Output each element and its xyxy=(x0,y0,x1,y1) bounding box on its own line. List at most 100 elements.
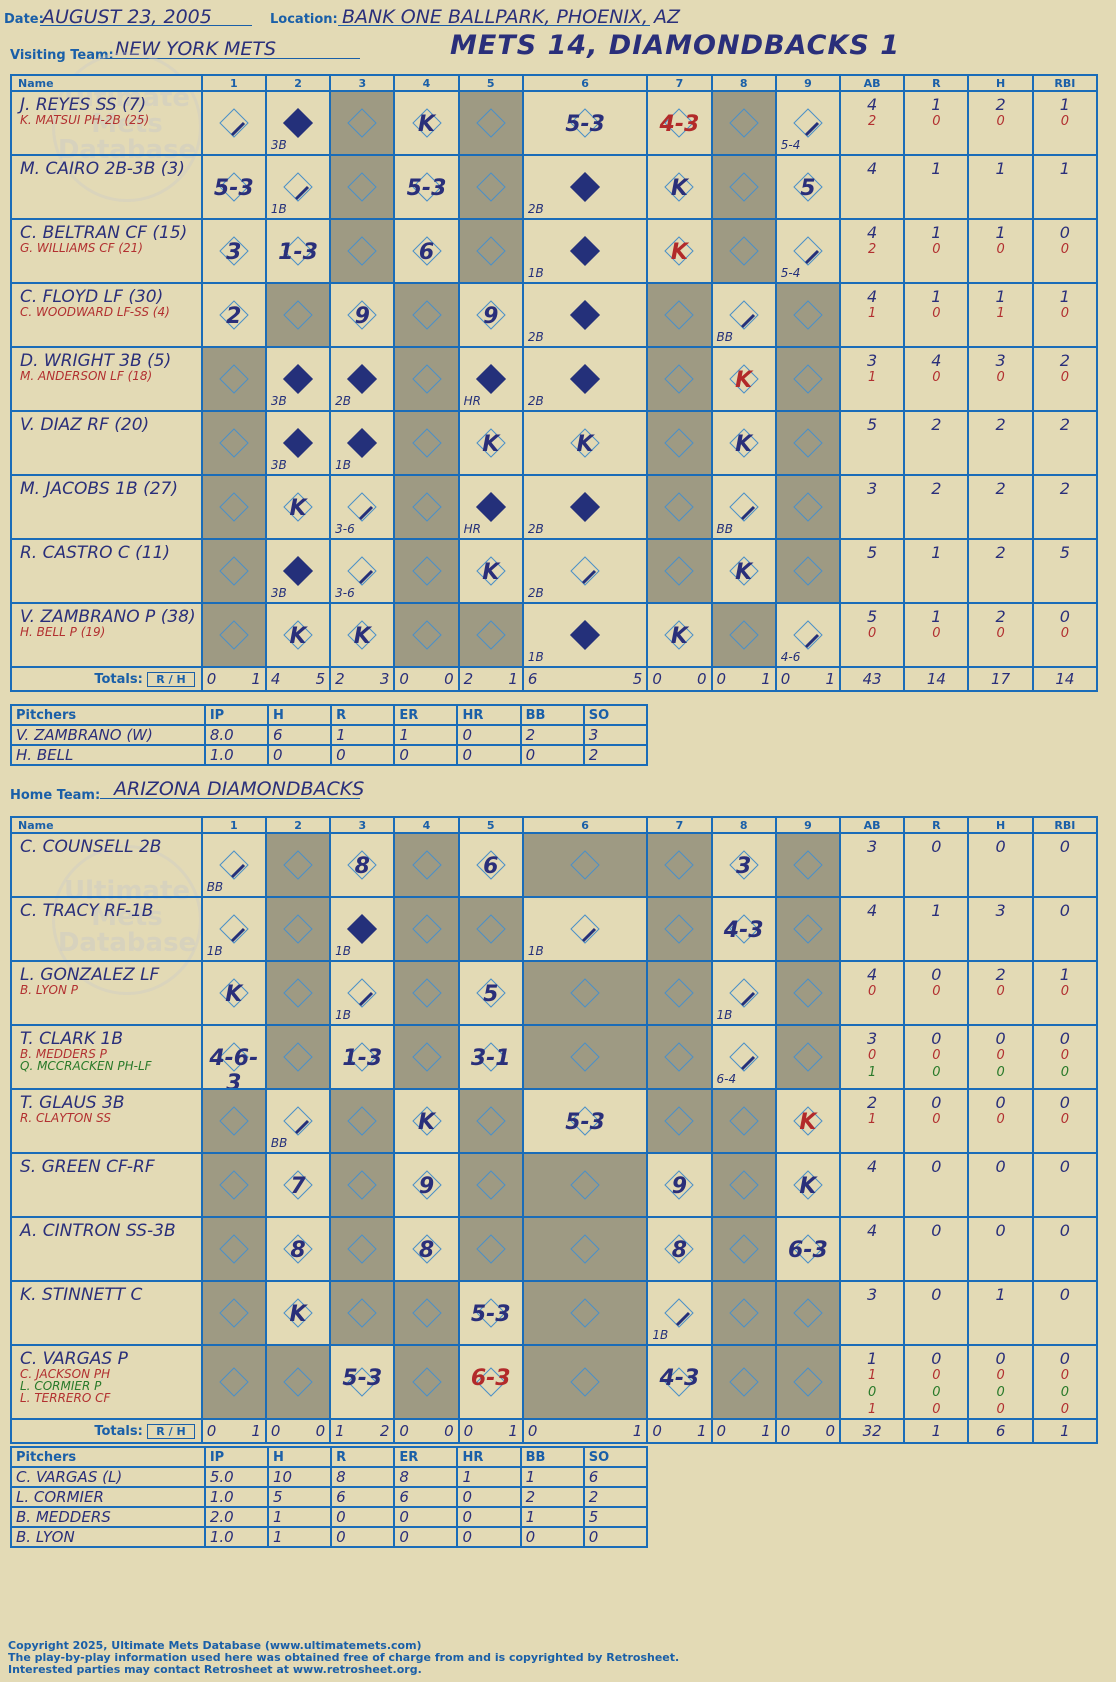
at-bat-result: K xyxy=(799,1174,817,1199)
stat-rbi-value: 0 xyxy=(1059,1029,1070,1048)
home-underline xyxy=(100,798,360,799)
batter-row: M. JACOBS 1B (27) K 3-6 HR 2B BB 3 2 2 2 xyxy=(10,474,1099,540)
pitcher-cell: 0 xyxy=(456,744,522,766)
stat-rbi-value: 0 xyxy=(1060,1368,1069,1383)
base-diamond-icon xyxy=(283,1042,313,1072)
base-diamond-icon xyxy=(793,492,823,522)
base-diamond-icon xyxy=(411,492,442,522)
base-diamond-icon xyxy=(347,1298,377,1328)
batter-name: R. CASTRO C (11) xyxy=(20,543,171,563)
visiting-team-label: Visiting Team: xyxy=(10,48,114,63)
at-bat-cell: 2B xyxy=(521,474,649,540)
footer-retrosheet: The play-by-play information used here w… xyxy=(8,1651,680,1664)
at-bat-cell xyxy=(393,538,460,604)
stat-ab-value: 4 xyxy=(867,223,878,242)
at-bat-result: K xyxy=(670,176,688,201)
pitcher-cell: C. VARGAS (L) xyxy=(10,1466,206,1488)
stat-rbi-cell: 2 xyxy=(1031,410,1099,476)
batter-name: T. CLARK 1B xyxy=(20,1029,123,1049)
batter-name-cell: D. WRIGHT 3B (5) M. ANDERSON LF (18) xyxy=(10,346,203,412)
stat-r-value: 0 xyxy=(932,114,941,129)
base-diamond-icon xyxy=(664,620,695,650)
stat-rbi-value: 0 xyxy=(1060,1048,1069,1063)
inning-hits: 1 xyxy=(761,670,771,688)
base-diamond-icon xyxy=(664,914,695,944)
batter-name-cell: T. CLARK 1B B. MEDDERS P Q. MCCRACKEN PH-L… xyxy=(10,1024,203,1090)
stat-h-cell: 0 xyxy=(967,832,1034,898)
pitcher-cell: 2 xyxy=(519,1486,585,1508)
hit-label: 1B xyxy=(652,1328,669,1342)
stat-rbi-value: 0 xyxy=(1059,1093,1070,1112)
stat-ab-value: 1 xyxy=(867,1065,877,1080)
at-bat-result: 6 xyxy=(418,240,435,265)
at-bat-cell xyxy=(200,474,267,540)
stat-h-value: 0 xyxy=(996,1048,1005,1063)
stat-ab-value: 5 xyxy=(867,607,878,626)
pitcher-cell: 1 xyxy=(456,1466,522,1488)
pitcher-cell: 0 xyxy=(582,1526,649,1548)
location-label: Location: xyxy=(270,12,338,27)
at-bat-cell xyxy=(393,1280,460,1346)
pitcher-row: C. VARGAS (L) 5.0 10 8 8 1 1 6 xyxy=(10,1466,649,1488)
pitcher-cell: 1 xyxy=(330,724,396,746)
stat-r-cell: 1 xyxy=(903,896,970,962)
at-bat-cell xyxy=(393,346,460,412)
at-bat-result: K xyxy=(482,432,500,457)
inning-runs: 0 xyxy=(652,670,662,688)
base-diamond-icon xyxy=(411,850,442,880)
base-diamond-icon xyxy=(728,108,759,138)
base-diamond-icon xyxy=(793,108,823,138)
at-bat-cell xyxy=(774,1280,842,1346)
batter-name-cell: T. GLAUS 3B R. CLAYTON SS xyxy=(10,1088,203,1154)
hit-label: BB xyxy=(716,522,734,536)
pitcher-cell: 0 xyxy=(456,1486,522,1508)
base-diamond-icon xyxy=(793,1106,823,1136)
stat-rbi-value: 0 xyxy=(1059,1157,1070,1176)
at-bat-cell: 2 xyxy=(200,282,267,348)
at-bat-cell xyxy=(457,1216,524,1282)
at-bat-cell: 6-3 xyxy=(774,1216,842,1282)
base-diamond-icon xyxy=(411,556,442,586)
substitute-name: C. WOODWARD LF-SS (4) xyxy=(20,305,170,319)
at-bat-cell: 4-3 xyxy=(646,1344,713,1420)
stat-rbi-cell: 1 xyxy=(1031,154,1099,220)
stat-header: RBI xyxy=(1031,74,1099,92)
stat-rbi-value: 1 xyxy=(1059,159,1070,178)
stat-h-value: 1 xyxy=(996,306,1005,321)
at-bat-cell xyxy=(774,282,842,348)
base-diamond-icon xyxy=(793,914,823,944)
inning-runs: 0 xyxy=(270,1422,281,1440)
base-diamond-icon xyxy=(347,1234,377,1264)
base-diamond-icon xyxy=(728,364,759,394)
inning-header: 7 xyxy=(646,816,713,834)
footer-copyright: Copyright 2025, Ultimate Mets Database (… xyxy=(8,1639,422,1652)
pitcher-cell: 6 xyxy=(330,1486,396,1508)
at-bat-cell: 8 xyxy=(329,832,396,898)
batter-name: V. ZAMBRANO P (38) xyxy=(20,607,196,627)
stat-h-value: 0 xyxy=(995,1221,1006,1240)
pitcher-cell: 5 xyxy=(266,1486,333,1508)
at-bat-cell xyxy=(646,960,713,1026)
batter-name-cell: V. DIAZ RF (20) xyxy=(10,410,203,476)
hit-label: 1B xyxy=(335,944,352,958)
stat-ab-value: 1 xyxy=(867,1112,877,1127)
substitute-name: M. ANDERSON LF (18) xyxy=(20,369,153,383)
at-bat-cell: BB xyxy=(200,832,267,898)
stat-h-cell: 2 xyxy=(967,538,1034,604)
base-diamond-icon xyxy=(283,978,313,1008)
visiting-underline xyxy=(100,58,360,59)
at-bat-cell xyxy=(200,410,267,476)
stat-rbi-value: 0 xyxy=(1060,1402,1069,1417)
pitcher-cell: 1 xyxy=(519,1506,585,1528)
inning-hits: 1 xyxy=(508,1422,518,1440)
stat-h-cell: 3 xyxy=(967,896,1034,962)
batter-name: T. GLAUS 3B xyxy=(20,1093,125,1113)
at-bat-cell xyxy=(393,1344,460,1420)
